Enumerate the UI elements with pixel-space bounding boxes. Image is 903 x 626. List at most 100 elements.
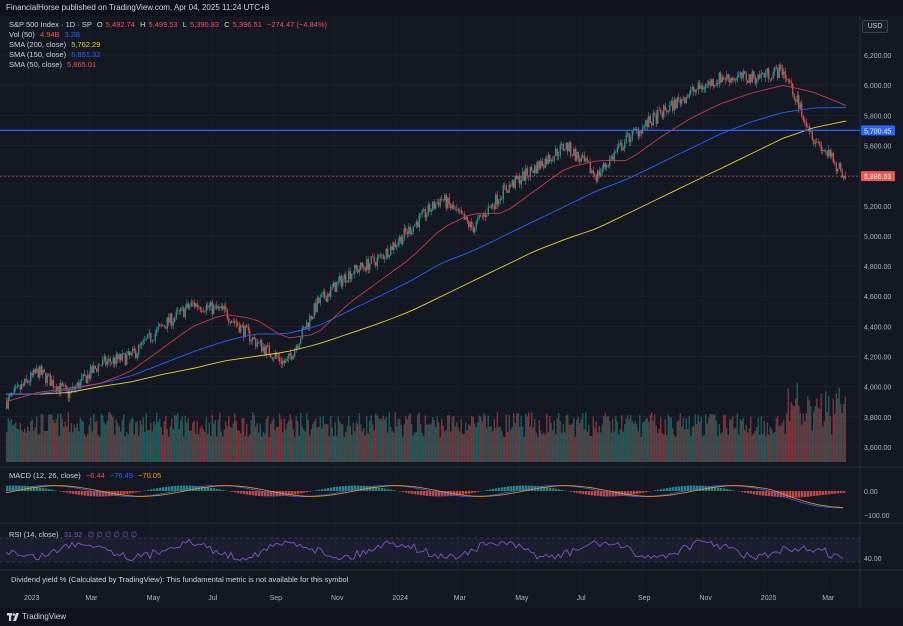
candle-body bbox=[373, 257, 375, 262]
candle-body bbox=[174, 317, 176, 322]
candle-body bbox=[787, 79, 789, 81]
macd-histogram-bar bbox=[681, 486, 684, 491]
volume-bar bbox=[201, 425, 203, 462]
volume-bar bbox=[324, 423, 326, 462]
candle-body bbox=[804, 120, 806, 122]
candle-body bbox=[286, 358, 288, 362]
volume-bar bbox=[454, 426, 456, 462]
volume-bar bbox=[625, 418, 627, 462]
macd-histogram-bar bbox=[438, 491, 441, 497]
volume-bar bbox=[523, 436, 525, 462]
candle-body bbox=[240, 325, 242, 333]
volume-bar bbox=[496, 412, 498, 462]
volume-bar bbox=[414, 432, 416, 462]
candle-body bbox=[351, 274, 353, 279]
candle-body bbox=[442, 199, 444, 200]
candle-body bbox=[786, 78, 788, 80]
volume-bar bbox=[127, 434, 129, 462]
candle-body bbox=[699, 82, 701, 89]
candle-body bbox=[183, 307, 185, 317]
candle-body bbox=[427, 204, 429, 215]
macd-histogram-bar bbox=[765, 491, 768, 496]
candle-body bbox=[111, 362, 113, 364]
candle-body bbox=[360, 262, 362, 270]
candle-body bbox=[771, 78, 773, 80]
y-tick-label: 3,600.00 bbox=[864, 445, 891, 452]
legend-close: 5,396.51 bbox=[232, 20, 262, 29]
candle-body bbox=[330, 287, 332, 297]
volume-bar bbox=[192, 422, 194, 462]
volume-bar bbox=[493, 419, 495, 462]
candle-body bbox=[22, 384, 24, 385]
candle-body bbox=[469, 221, 471, 228]
candle-body bbox=[16, 385, 18, 388]
candle-body bbox=[40, 366, 42, 375]
volume-bar bbox=[361, 430, 363, 462]
volume-bar bbox=[463, 433, 465, 462]
candle-body bbox=[7, 397, 9, 409]
volume-bar bbox=[123, 413, 125, 462]
volume-bar bbox=[226, 426, 228, 462]
candle-body bbox=[246, 325, 248, 327]
volume-bar bbox=[309, 435, 311, 462]
volume-bar bbox=[540, 430, 542, 462]
volume-bar bbox=[834, 414, 836, 462]
candle-body bbox=[507, 190, 509, 193]
volume-bar bbox=[727, 435, 729, 462]
candle-body bbox=[55, 387, 57, 392]
candle-body bbox=[790, 82, 792, 84]
candle-body bbox=[489, 206, 491, 208]
volume-bar bbox=[484, 415, 486, 462]
volume-bar bbox=[585, 412, 587, 462]
volume-bar bbox=[384, 419, 386, 462]
candle-body bbox=[775, 67, 777, 69]
candle-body bbox=[235, 322, 237, 324]
candle-body bbox=[765, 73, 767, 78]
candle-body bbox=[163, 325, 165, 327]
candle-body bbox=[394, 242, 396, 247]
candle-body bbox=[307, 322, 309, 327]
macd-histogram-bar bbox=[93, 491, 96, 497]
volume-bar bbox=[174, 414, 176, 462]
volume-bar bbox=[498, 427, 500, 462]
candle-body bbox=[301, 327, 303, 339]
price-chart[interactable]: 5,700.45 5,396.51 0.00 −100.00 40.00 6,200… bbox=[0, 16, 903, 608]
candle-body bbox=[742, 71, 744, 79]
volume-bar bbox=[55, 419, 57, 462]
macd-histogram-bar bbox=[351, 485, 354, 491]
candle-body bbox=[358, 269, 360, 273]
volume-bar bbox=[364, 435, 366, 462]
candle-body bbox=[441, 199, 443, 200]
volume-bar bbox=[217, 419, 219, 462]
candle-body bbox=[135, 350, 137, 359]
candle-body bbox=[636, 128, 638, 130]
macd-histogram-bar bbox=[675, 486, 678, 491]
macd-histogram-bar bbox=[762, 491, 765, 496]
volume-bar bbox=[355, 421, 357, 462]
volume-bar bbox=[255, 426, 257, 462]
candle-body bbox=[810, 131, 812, 132]
macd-histogram-bar bbox=[45, 488, 48, 491]
volume-bar bbox=[811, 430, 813, 462]
candle-body bbox=[118, 354, 120, 360]
candle-body bbox=[631, 130, 633, 140]
macd-histogram-bar bbox=[123, 491, 126, 495]
volume-bar bbox=[273, 418, 275, 462]
legend-vol-ma: 3.2B bbox=[64, 30, 81, 39]
candle-body bbox=[552, 160, 554, 161]
volume-bar bbox=[600, 432, 602, 462]
volume-bar bbox=[205, 417, 207, 462]
volume-bar bbox=[735, 427, 737, 462]
currency-button[interactable]: USD bbox=[862, 20, 888, 33]
candle-body bbox=[385, 248, 387, 258]
candle-body bbox=[570, 142, 572, 156]
volume-bar bbox=[150, 423, 152, 462]
candle-body bbox=[52, 379, 54, 388]
volume-bar bbox=[583, 429, 585, 462]
candle-body bbox=[97, 364, 99, 372]
volume-bar bbox=[139, 420, 141, 462]
candle-body bbox=[763, 73, 765, 78]
volume-bar bbox=[840, 404, 842, 462]
volume-bar bbox=[642, 422, 644, 462]
candle-body bbox=[780, 64, 782, 69]
